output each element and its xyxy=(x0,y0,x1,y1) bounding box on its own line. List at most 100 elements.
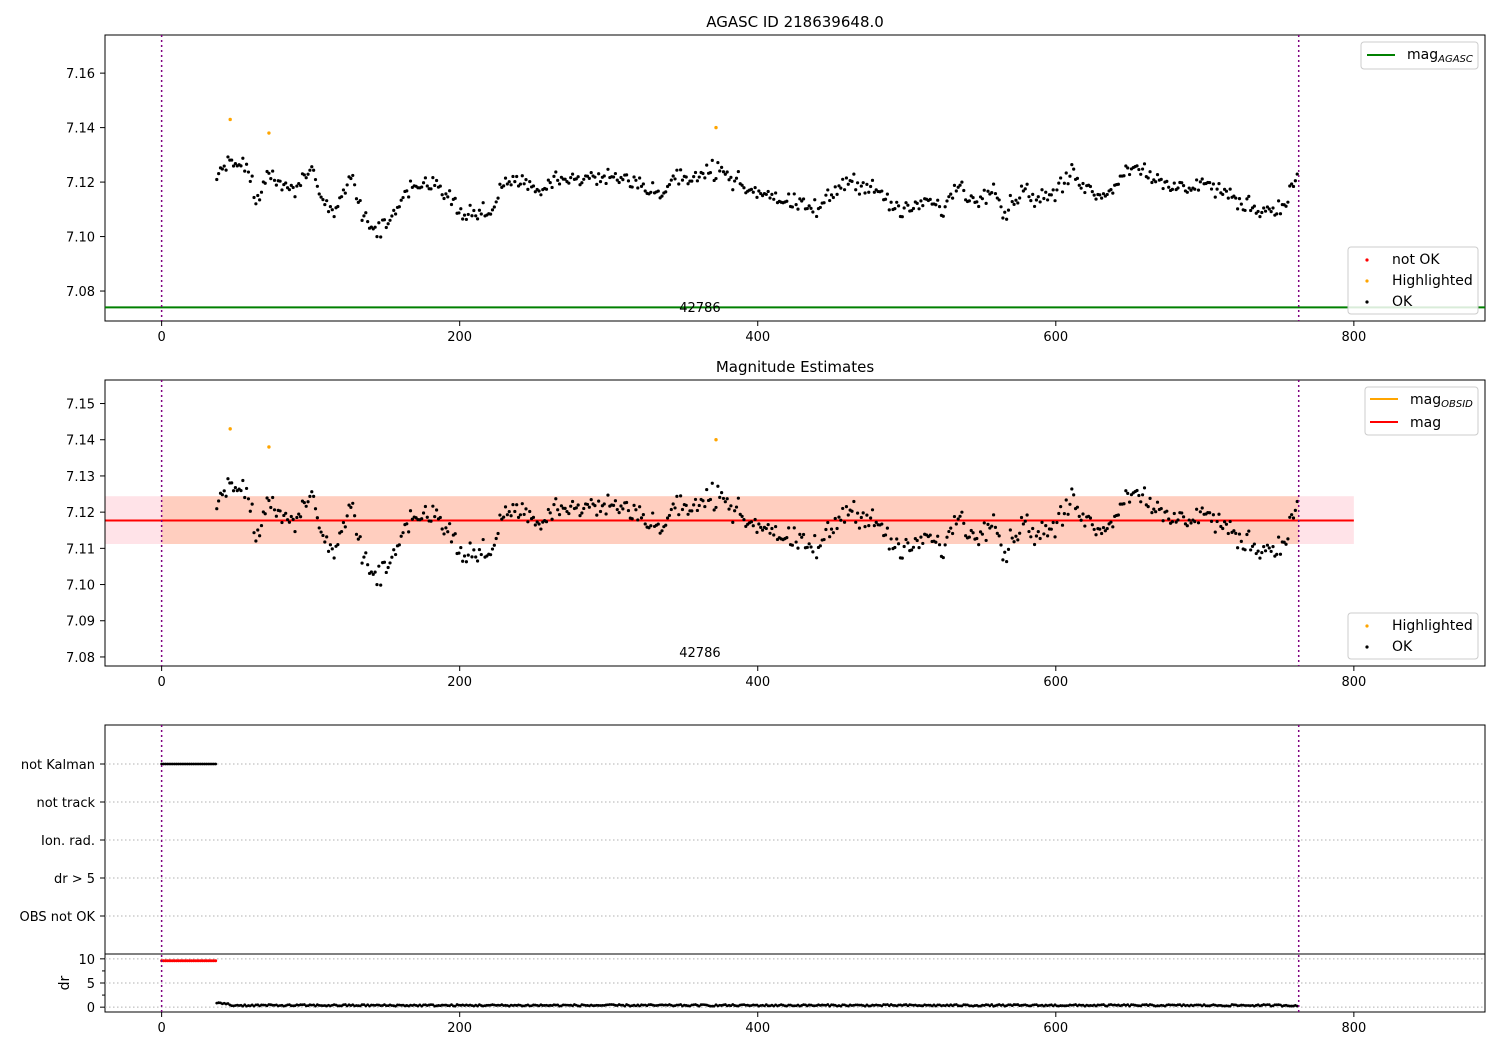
ok-point xyxy=(1135,164,1139,168)
ok-point xyxy=(975,200,979,204)
ok-point xyxy=(960,510,964,514)
ok-point xyxy=(1046,198,1050,202)
ok-point xyxy=(997,534,1001,538)
y-tick-label: 7.15 xyxy=(66,398,95,413)
ok-point xyxy=(1209,519,1214,523)
ok-point xyxy=(1226,196,1230,200)
ok-point xyxy=(792,192,796,196)
legend2-highlighted-label: Highlighted xyxy=(1392,618,1473,634)
ok-point xyxy=(941,555,945,560)
ok-point xyxy=(420,185,424,189)
ok-point xyxy=(917,546,921,550)
ok-point xyxy=(293,195,297,199)
ok-point xyxy=(371,572,375,576)
highlighted-point xyxy=(228,427,232,431)
ok-point xyxy=(902,206,906,210)
ok-point xyxy=(822,537,826,542)
ok-point xyxy=(1176,186,1180,190)
ok-point xyxy=(332,556,336,560)
ok-point xyxy=(274,514,278,518)
ok-point xyxy=(651,511,655,515)
ok-point xyxy=(815,214,819,219)
ok-point xyxy=(468,203,472,207)
ok-point xyxy=(522,182,526,186)
ok-point xyxy=(330,208,334,212)
ok-point xyxy=(1291,516,1296,520)
ok-point xyxy=(723,172,727,176)
ok-point xyxy=(1217,512,1221,516)
ok-point xyxy=(861,181,865,185)
ok-point xyxy=(1075,505,1080,509)
ok-point xyxy=(829,193,834,197)
ok-point xyxy=(1189,521,1193,525)
ok-point xyxy=(1226,531,1230,536)
ok-point xyxy=(481,201,485,205)
legend-ok-marker xyxy=(1365,300,1369,304)
ok-point xyxy=(1081,181,1085,186)
ok-point xyxy=(647,526,651,530)
ok-point xyxy=(1083,190,1087,195)
ok-point xyxy=(498,513,502,517)
legend-mag-obsid-label: mag xyxy=(1410,392,1441,408)
ok-point xyxy=(1072,493,1076,497)
panel3-obsid-lines xyxy=(160,725,1300,1012)
ok-point xyxy=(604,181,608,186)
ok-point xyxy=(379,235,383,239)
ok-point xyxy=(1208,180,1212,185)
y-tick-label: 7.11 xyxy=(66,542,95,557)
ok-point xyxy=(308,494,312,498)
ok-point xyxy=(1075,176,1080,180)
ok-point xyxy=(569,504,573,508)
ok-point xyxy=(883,197,888,201)
ok-point xyxy=(993,525,998,530)
ok-point xyxy=(999,205,1003,209)
ok-point xyxy=(887,208,891,212)
ok-point xyxy=(1174,520,1178,524)
ok-point xyxy=(241,478,245,483)
ok-point xyxy=(641,182,645,186)
ok-point xyxy=(364,551,368,555)
ok-point xyxy=(796,207,800,211)
ok-point xyxy=(697,503,701,508)
ok-point xyxy=(753,517,757,522)
legend-mag-obsid-sub: OBSID xyxy=(1441,399,1473,410)
ok-point xyxy=(671,174,675,178)
ok-point xyxy=(744,524,748,528)
y-tick-label: 7.14 xyxy=(66,434,95,449)
dr-high-point xyxy=(214,959,218,963)
ok-point xyxy=(1215,519,1219,524)
ok-point xyxy=(1012,202,1016,206)
ok-point xyxy=(1018,196,1022,200)
flag-label: not track xyxy=(36,796,95,811)
ok-point xyxy=(459,207,463,211)
ok-point xyxy=(448,189,452,193)
ok-point xyxy=(522,512,526,517)
ok-point xyxy=(1221,526,1225,531)
ok-point xyxy=(524,178,528,182)
ok-point xyxy=(1295,172,1299,176)
ok-point xyxy=(364,211,368,215)
ok-point xyxy=(392,548,396,552)
ok-point xyxy=(1148,170,1152,174)
y-tick-label: 7.12 xyxy=(66,176,95,191)
ok-point xyxy=(1116,182,1120,186)
ok-point xyxy=(1176,518,1180,522)
ok-point xyxy=(1243,548,1247,552)
ok-point xyxy=(421,511,426,515)
ok-point xyxy=(425,515,429,519)
ok-point xyxy=(1016,201,1020,205)
ok-point xyxy=(611,175,616,179)
ok-point xyxy=(950,531,955,536)
ok-point xyxy=(764,192,768,197)
ok-point xyxy=(1249,548,1253,552)
ok-point xyxy=(1023,519,1027,523)
ok-point xyxy=(1150,180,1154,185)
panel2-y-axis: 7.08 7.09 7.10 7.11 7.12 7.13 7.14 7.15 xyxy=(66,398,105,666)
ok-point xyxy=(490,547,495,551)
ok-point xyxy=(477,208,482,212)
ok-point xyxy=(954,522,958,526)
ok-point xyxy=(624,500,629,505)
ok-point xyxy=(837,184,841,188)
ok-point xyxy=(1021,189,1025,193)
ok-point xyxy=(727,178,731,182)
